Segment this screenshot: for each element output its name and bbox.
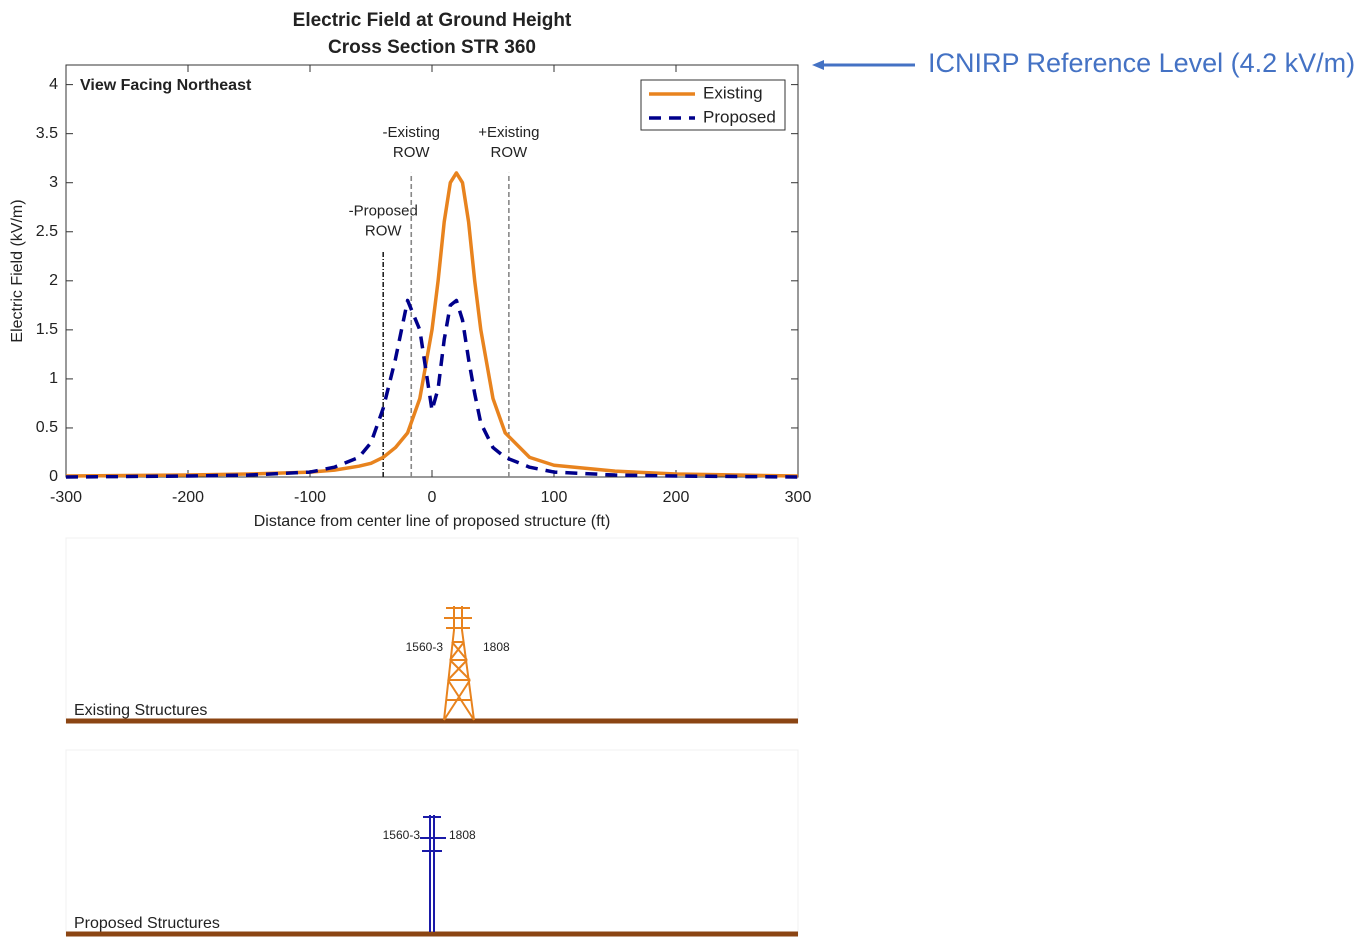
chart-subtitle: Cross Section STR 360 [328,37,536,58]
conductor-label: 1560-3 [406,640,444,654]
x-tick-label: 0 [428,489,437,506]
y-tick-label: 2 [49,272,58,289]
y-tick-label: 4 [49,76,58,93]
legend-label: Proposed [703,107,776,126]
conductor-label: 1808 [483,640,510,654]
lattice-tower [443,606,475,721]
panel [65,749,799,936]
y-tick-label: 2.5 [36,223,58,240]
row-label: +Existing [478,124,539,141]
row-label: ROW [365,222,403,239]
reference-note: ICNIRP Reference Level (4.2 kV/m) [928,48,1355,78]
row-label: ROW [393,144,431,161]
row-label: -Proposed [349,202,418,219]
y-tick-label: 1.5 [36,321,58,338]
panel [65,537,799,724]
monopole [420,815,446,932]
series-line [65,171,799,478]
legend-box [640,79,786,131]
panel-label: Proposed Structures [74,915,220,932]
x-tick-label: 100 [541,489,568,506]
row-label: ROW [491,144,529,161]
x-axis-label: Distance from center line of proposed st… [254,513,611,530]
annotation: View Facing Northeast [80,77,252,94]
chart-title: Electric Field at Ground Height [293,10,572,31]
x-tick-label: -100 [294,489,326,506]
y-tick-label: 0 [49,468,58,485]
row-label: -Existing [382,124,440,141]
y-tick-label: 0.5 [36,419,58,436]
y-axis-label: Electric Field (kV/m) [9,199,26,342]
conductor-label: 1808 [449,828,476,842]
legend-label: Existing [703,83,763,102]
x-tick-label: 300 [785,489,812,506]
x-tick-label: 200 [663,489,690,506]
conductor-label: 1560-3 [383,828,421,842]
x-tick-label: -300 [50,489,82,506]
y-tick-label: 3.5 [36,125,58,142]
y-tick-label: 3 [49,174,58,191]
reference-arrowhead [812,60,824,70]
x-tick-label: -200 [172,489,204,506]
series-line [65,298,799,479]
y-tick-label: 1 [49,370,58,387]
panel-label: Existing Structures [74,702,207,719]
